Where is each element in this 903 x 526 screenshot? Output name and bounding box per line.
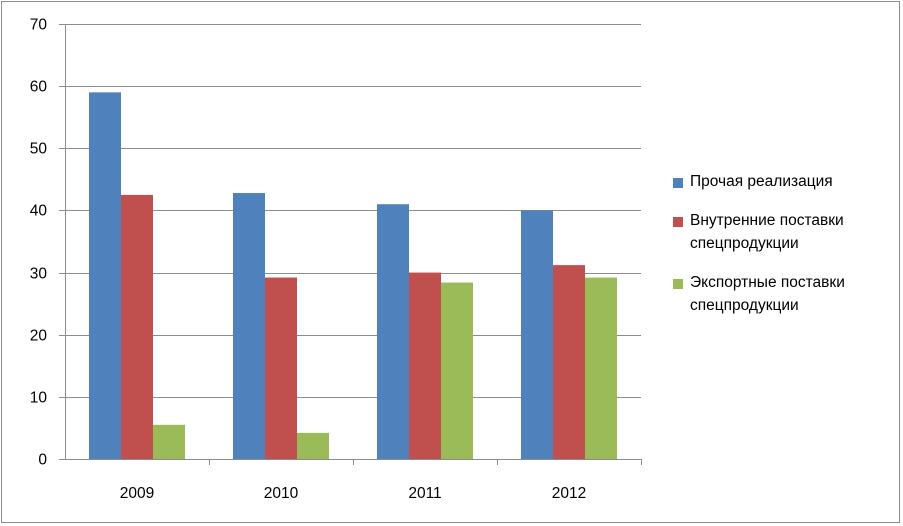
- bar: [89, 92, 121, 459]
- legend-item-series-1: Прочая реализация: [673, 170, 898, 193]
- y-tick-labels: 0 10 20 30 40 50 60 70: [30, 17, 48, 469]
- x-tick-label: 2011: [408, 485, 441, 502]
- bar: [585, 277, 617, 459]
- legend-label-series-3: Экспортные поставки спецпродукции: [690, 274, 845, 314]
- y-tick-label: 70: [30, 17, 48, 34]
- bar: [121, 194, 153, 459]
- bar: [265, 277, 297, 459]
- y-tick-label: 40: [30, 203, 48, 220]
- x-tick-labels: 2009 2010 2011 2012: [120, 485, 586, 502]
- legend-label-series-1: Прочая реализация: [690, 173, 833, 190]
- bar: [441, 282, 473, 459]
- y-tick-label: 50: [30, 141, 48, 158]
- legend-swatch-series-3: [673, 279, 683, 289]
- legend-item-series-3: Экспортные поставки спецпродукции: [673, 271, 898, 317]
- y-tick-label: 10: [30, 390, 48, 407]
- bar: [297, 432, 329, 459]
- bar: [409, 272, 441, 459]
- legend-item-series-2: Внутренние поставки спецпродукции: [673, 209, 898, 255]
- legend-swatch-series-1: [673, 178, 683, 188]
- x-tick-label: 2009: [120, 485, 154, 502]
- y-tick-label: 60: [30, 79, 48, 96]
- y-tick-label: 20: [30, 328, 48, 345]
- x-tick-label: 2012: [552, 485, 586, 502]
- bar: [233, 193, 265, 459]
- legend: Прочая реализация Внутренние поставки сп…: [673, 170, 898, 333]
- y-tick-label: 0: [38, 452, 47, 469]
- bar: [521, 210, 553, 459]
- bars: [89, 92, 617, 459]
- bar: [377, 204, 409, 459]
- legend-label-series-2: Внутренние поставки спецпродукции: [690, 212, 844, 252]
- y-tick-label: 30: [30, 266, 48, 283]
- x-tick-label: 2010: [264, 485, 299, 502]
- bar: [153, 424, 185, 459]
- axes: [59, 24, 642, 465]
- legend-swatch-series-2: [673, 217, 683, 227]
- bar: [553, 265, 585, 459]
